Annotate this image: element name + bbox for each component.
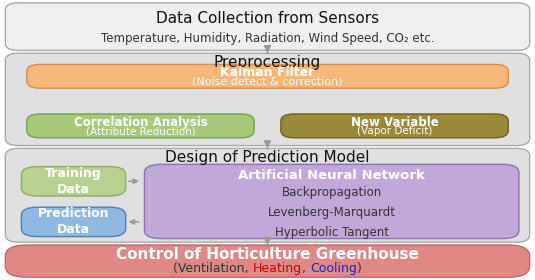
- Text: Preprocessing: Preprocessing: [214, 55, 321, 71]
- FancyBboxPatch shape: [21, 207, 126, 237]
- Text: Artificial Neural Network: Artificial Neural Network: [238, 169, 425, 182]
- Text: Kalman Filter: Kalman Filter: [220, 66, 315, 79]
- Text: New Variable: New Variable: [350, 116, 439, 129]
- FancyBboxPatch shape: [5, 245, 530, 277]
- Text: Prediction
Data: Prediction Data: [38, 207, 109, 236]
- FancyBboxPatch shape: [27, 114, 254, 138]
- Text: Correlation Analysis: Correlation Analysis: [74, 116, 208, 129]
- Text: Training
Data: Training Data: [45, 167, 102, 196]
- FancyBboxPatch shape: [5, 53, 530, 146]
- FancyBboxPatch shape: [27, 64, 508, 88]
- Text: Cooling: Cooling: [310, 262, 357, 275]
- Text: ,: ,: [302, 262, 310, 275]
- Text: ): ): [357, 262, 362, 275]
- Text: (Vapor Deficit): (Vapor Deficit): [357, 126, 432, 136]
- Text: Design of Prediction Model: Design of Prediction Model: [165, 150, 370, 165]
- Text: (Attribute Reduction): (Attribute Reduction): [86, 126, 195, 136]
- Text: Control of Horticulture Greenhouse: Control of Horticulture Greenhouse: [116, 246, 419, 262]
- FancyBboxPatch shape: [21, 167, 126, 196]
- FancyBboxPatch shape: [144, 164, 519, 239]
- Text: Data Collection from Sensors: Data Collection from Sensors: [156, 11, 379, 25]
- FancyBboxPatch shape: [5, 148, 530, 242]
- Text: Backpropagation
Levenberg-Marquardt
Hyperbolic Tangent: Backpropagation Levenberg-Marquardt Hype…: [268, 186, 396, 239]
- Text: (Ventilation,: (Ventilation,: [173, 262, 253, 275]
- Text: Temperature, Humidity, Radiation, Wind Speed, CO₂ etc.: Temperature, Humidity, Radiation, Wind S…: [101, 32, 434, 45]
- Text: Heating: Heating: [253, 262, 302, 275]
- FancyBboxPatch shape: [281, 114, 508, 138]
- Text: (Noise detect & correction): (Noise detect & correction): [192, 76, 343, 87]
- FancyBboxPatch shape: [5, 3, 530, 50]
